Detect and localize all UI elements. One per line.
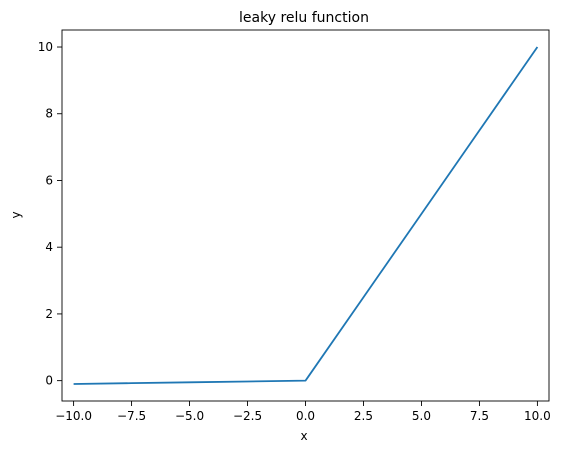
series-line-1 bbox=[73, 46, 539, 385]
plot-area bbox=[73, 46, 539, 385]
y-tick-label: 8 bbox=[45, 107, 53, 121]
y-tick-label: 0 bbox=[45, 374, 53, 388]
y-tick-label: 4 bbox=[45, 240, 53, 254]
x-tick-label: −2.5 bbox=[233, 409, 262, 423]
y-axis-label: y bbox=[9, 211, 23, 218]
x-tick-label: −10.0 bbox=[55, 409, 92, 423]
x-tick-label: −7.5 bbox=[117, 409, 146, 423]
x-tick-label: 10.0 bbox=[524, 409, 551, 423]
x-axis-label: x bbox=[300, 429, 307, 443]
x-tick-label: 5.0 bbox=[412, 409, 431, 423]
y-tick-label: 2 bbox=[45, 307, 53, 321]
axes-frame bbox=[61, 29, 550, 402]
x-tick-label: 7.5 bbox=[470, 409, 489, 423]
y-tick-label: 10 bbox=[38, 40, 53, 54]
y-tick-label: 6 bbox=[45, 173, 53, 187]
x-tick-label: −5.0 bbox=[175, 409, 204, 423]
x-tick-label: 2.5 bbox=[354, 409, 373, 423]
x-axis: −10.0 −7.5 −5.0 −2.5 0.0 2.5 5.0 7.5 10.0 bbox=[55, 401, 551, 423]
y-axis: 0 2 4 6 8 10 bbox=[38, 40, 62, 388]
chart-title: leaky relu function bbox=[239, 10, 369, 26]
x-tick-label: 0.0 bbox=[296, 409, 315, 423]
